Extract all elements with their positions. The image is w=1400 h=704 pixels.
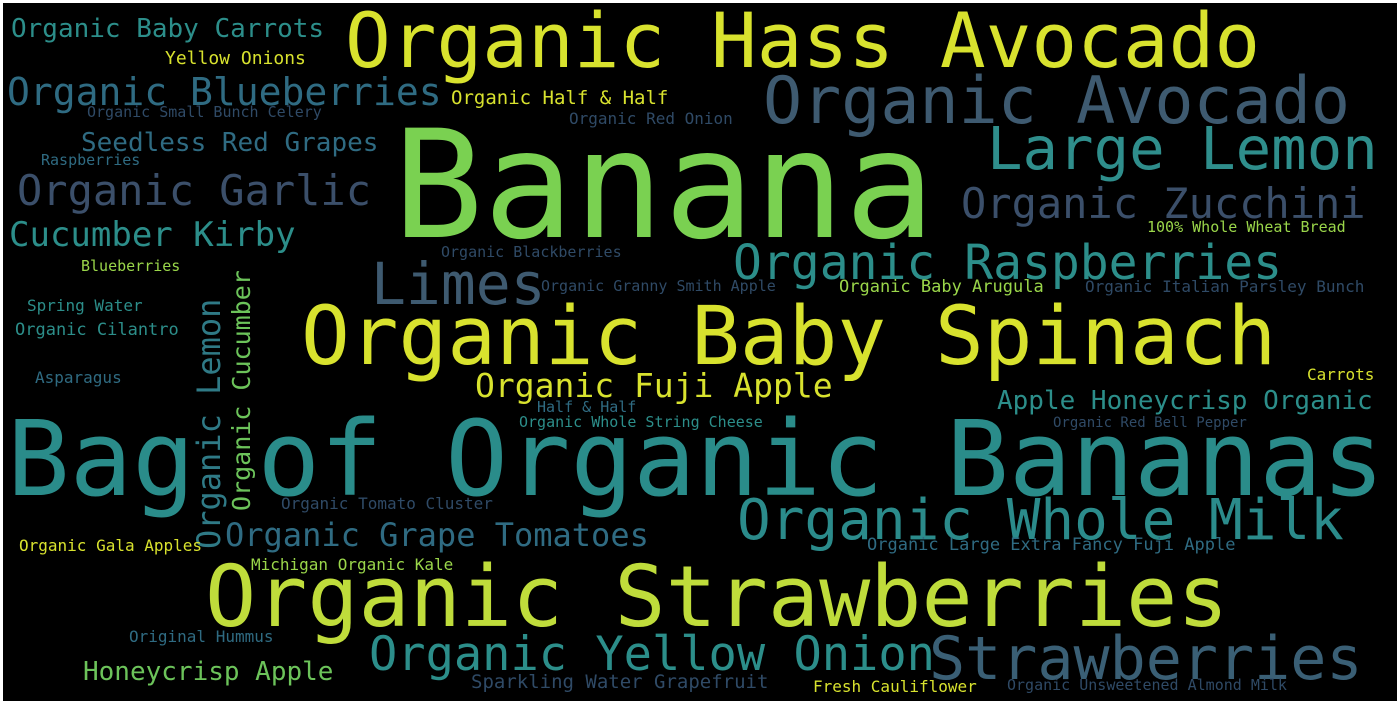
word: Banana [393, 99, 935, 273]
word: Asparagus [35, 368, 122, 387]
word: Organic Grape Tomatoes [225, 516, 649, 554]
word: Half & Half [537, 398, 637, 416]
word: Organic Avocado [763, 64, 1350, 139]
word: Original Hummus [129, 627, 274, 646]
word: Sparkling Water Grapefruit [471, 671, 769, 693]
word: Organic Baby Spinach [301, 290, 1277, 384]
word: Organic Unsweetened Almond Milk [1007, 676, 1287, 694]
word: Honeycrisp Apple [83, 657, 334, 687]
word: Organic Red Bell Pepper [1053, 415, 1247, 431]
word: Organic Red Onion [569, 109, 733, 128]
word: Organic Garlic [17, 166, 372, 215]
word: Organic Granny Smith Apple [541, 277, 776, 295]
word: Organic Whole Milk [737, 488, 1344, 553]
word: Organic Small Bunch Celery [87, 103, 322, 121]
word: Organic Lemon [190, 298, 228, 549]
word: Organic Blueberries [7, 70, 442, 114]
word-cloud-canvas: Banana Bag of Organic Bananas Organic St… [3, 3, 1397, 701]
word: Organic Fuji Apple [475, 366, 833, 405]
word: Raspberries [41, 151, 141, 169]
word: Organic Whole String Cheese [519, 413, 763, 431]
word: Michigan Organic Kale [251, 555, 454, 574]
word: Organic Gala Apples [19, 536, 203, 555]
word: Apple Honeycrisp Organic [997, 386, 1373, 416]
word: Organic Half & Half [451, 87, 669, 109]
word: Organic Baby Arugula [839, 277, 1044, 297]
word: Organic Italian Parsley Bunch [1085, 277, 1365, 296]
word: Organic Large Extra Fancy Fuji Apple [867, 535, 1236, 555]
word: Bag of Organic Bananas [7, 398, 1385, 520]
word: Organic Cilantro [15, 320, 179, 340]
word: Organic Baby Carrots [11, 14, 325, 44]
word: Organic Yellow Onion [369, 627, 935, 682]
word: Organic Cucumber [227, 270, 256, 511]
word: Strawberries [929, 624, 1363, 694]
word: Organic Blackberries [441, 243, 622, 261]
word: Seedless Red Grapes [81, 128, 379, 158]
word: 100% Whole Wheat Bread [1147, 218, 1346, 236]
word: Organic Strawberries [205, 548, 1229, 647]
word: Organic Hass Avocado [345, 3, 1261, 85]
word: Spring Water [27, 296, 143, 315]
word: Carrots [1307, 365, 1375, 384]
word: Limes [371, 250, 546, 318]
word: Yellow Onions [165, 48, 306, 69]
word: Blueberries [81, 257, 181, 275]
word: Cucumber Kirby [9, 215, 296, 255]
word: Fresh Cauliflower [813, 677, 977, 696]
word: Organic Tomato Cluster [281, 494, 493, 513]
word: Organic Zucchini [961, 179, 1366, 228]
word: Large Lemon [987, 114, 1378, 183]
word: Organic Raspberries [733, 235, 1283, 291]
